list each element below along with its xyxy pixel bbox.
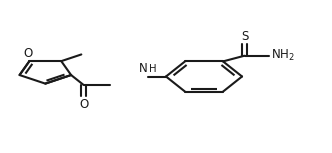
Text: O: O	[23, 47, 32, 60]
Text: N: N	[138, 62, 147, 75]
Text: H: H	[149, 64, 157, 74]
Text: S: S	[241, 30, 248, 43]
Text: NH$_2$: NH$_2$	[271, 48, 295, 63]
Text: O: O	[79, 98, 88, 111]
